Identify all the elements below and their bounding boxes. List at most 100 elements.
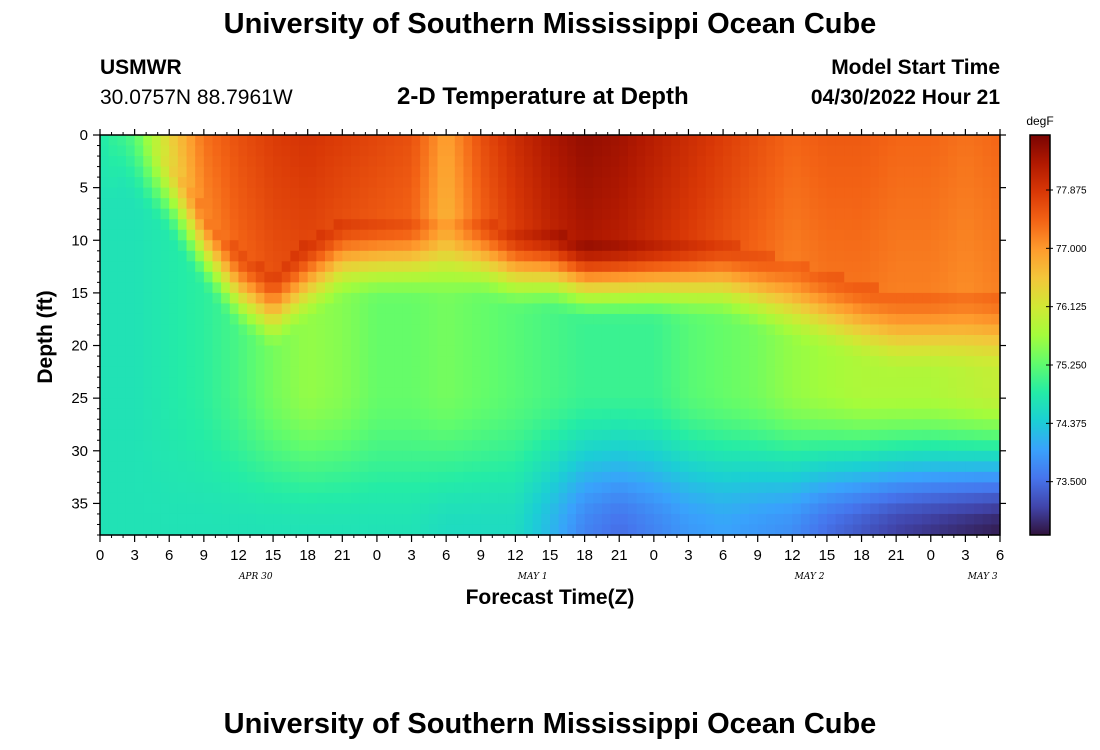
heatmap-cell	[506, 503, 516, 515]
heatmap-cell	[844, 313, 854, 326]
heatmap-cell	[688, 461, 698, 473]
heatmap-cell	[394, 271, 404, 283]
heatmap-cell	[368, 429, 378, 441]
heatmap-cell	[913, 145, 923, 157]
heatmap-cell	[671, 177, 681, 189]
heatmap-cell	[610, 356, 620, 368]
heatmap-cell	[723, 208, 733, 220]
heatmap-cell	[299, 208, 309, 220]
heatmap-cell	[532, 440, 542, 452]
heatmap-cell	[307, 261, 317, 273]
heatmap-cell	[818, 366, 828, 378]
heatmap-cell	[325, 513, 335, 526]
heatmap-cell	[575, 187, 586, 199]
heatmap-cell	[757, 271, 767, 283]
heatmap-cell	[134, 208, 144, 220]
heatmap-cell	[601, 450, 612, 462]
x-tick-label: 12	[507, 547, 524, 564]
heatmap-cell	[757, 208, 767, 220]
heatmap-cell	[818, 419, 828, 431]
heatmap-cell	[203, 135, 214, 147]
heatmap-cell	[498, 229, 508, 241]
heatmap-cell	[636, 177, 646, 189]
heatmap-cell	[965, 187, 975, 199]
heatmap-cell	[221, 461, 231, 473]
heatmap-cell	[186, 492, 196, 505]
heatmap-cell	[203, 450, 214, 462]
heatmap-cell	[238, 450, 248, 462]
heatmap-cell	[731, 219, 741, 231]
heatmap-cell	[775, 398, 785, 410]
heatmap-cell	[662, 335, 672, 347]
heatmap-cell	[532, 250, 542, 262]
heatmap-cell	[835, 240, 845, 252]
heatmap-cell	[420, 303, 430, 315]
heatmap-cell	[437, 398, 447, 410]
heatmap-cell	[861, 524, 871, 536]
heatmap-cell	[714, 313, 724, 326]
heatmap-cell	[826, 377, 837, 389]
heatmap-cell	[723, 377, 733, 389]
heatmap-cell	[195, 240, 205, 252]
heatmap-cell	[939, 482, 949, 494]
heatmap-cell	[697, 292, 707, 305]
heatmap-cell	[420, 513, 430, 526]
heatmap-cell	[498, 377, 508, 389]
heatmap-cell	[238, 513, 248, 526]
heatmap-cell	[264, 461, 274, 473]
heatmap-cell	[610, 324, 620, 336]
heatmap-cell	[887, 240, 897, 252]
heatmap-cell	[420, 524, 430, 536]
heatmap-cell	[299, 503, 309, 515]
heatmap-cell	[385, 419, 395, 431]
heatmap-cell	[376, 303, 387, 315]
heatmap-cell	[333, 177, 343, 189]
heatmap-cell	[766, 366, 776, 378]
heatmap-cell	[930, 492, 941, 505]
heatmap-cell	[238, 198, 248, 210]
heatmap-cell	[221, 177, 231, 189]
heatmap-cell	[714, 282, 724, 294]
heatmap-cell	[792, 198, 802, 210]
heatmap-cell	[117, 366, 127, 378]
heatmap-cell	[653, 440, 664, 452]
heatmap-cell	[255, 419, 266, 431]
heatmap-cell	[619, 524, 629, 536]
heatmap-cell	[688, 408, 698, 420]
heatmap-cell	[420, 366, 430, 378]
heatmap-cell	[593, 156, 603, 168]
heatmap-cell	[662, 419, 672, 431]
heatmap-cell	[930, 335, 941, 347]
heatmap-cell	[619, 503, 629, 515]
heatmap-cell	[636, 271, 646, 283]
heatmap-cell	[757, 377, 767, 389]
heatmap-cell	[325, 324, 335, 336]
heatmap-cell	[151, 503, 162, 515]
heatmap-cell	[420, 335, 430, 347]
heatmap-cell	[472, 261, 482, 273]
heatmap-cell	[550, 335, 560, 347]
heatmap-cell	[974, 450, 984, 462]
heatmap-cell	[896, 387, 906, 399]
heatmap-cell	[195, 166, 205, 178]
heatmap-cell	[749, 450, 759, 462]
heatmap-cell	[679, 345, 690, 357]
heatmap-cell	[896, 471, 906, 483]
heatmap-cell	[221, 324, 231, 336]
heatmap-cell	[610, 450, 620, 462]
heatmap-cell	[558, 345, 568, 357]
heatmap-cell	[359, 250, 369, 262]
heatmap-cell	[991, 450, 1001, 462]
heatmap-cell	[749, 187, 759, 199]
heatmap-cell	[705, 177, 716, 189]
heatmap-cell	[247, 156, 257, 168]
heatmap-cell	[974, 177, 984, 189]
heatmap-cell	[870, 429, 880, 441]
heatmap-cell	[273, 335, 283, 347]
heatmap-cell	[671, 282, 681, 294]
heatmap-cell	[229, 303, 240, 315]
heatmap-cell	[922, 450, 932, 462]
heatmap-cell	[186, 208, 196, 220]
heatmap-cell	[948, 177, 958, 189]
heatmap-cell	[982, 429, 992, 441]
